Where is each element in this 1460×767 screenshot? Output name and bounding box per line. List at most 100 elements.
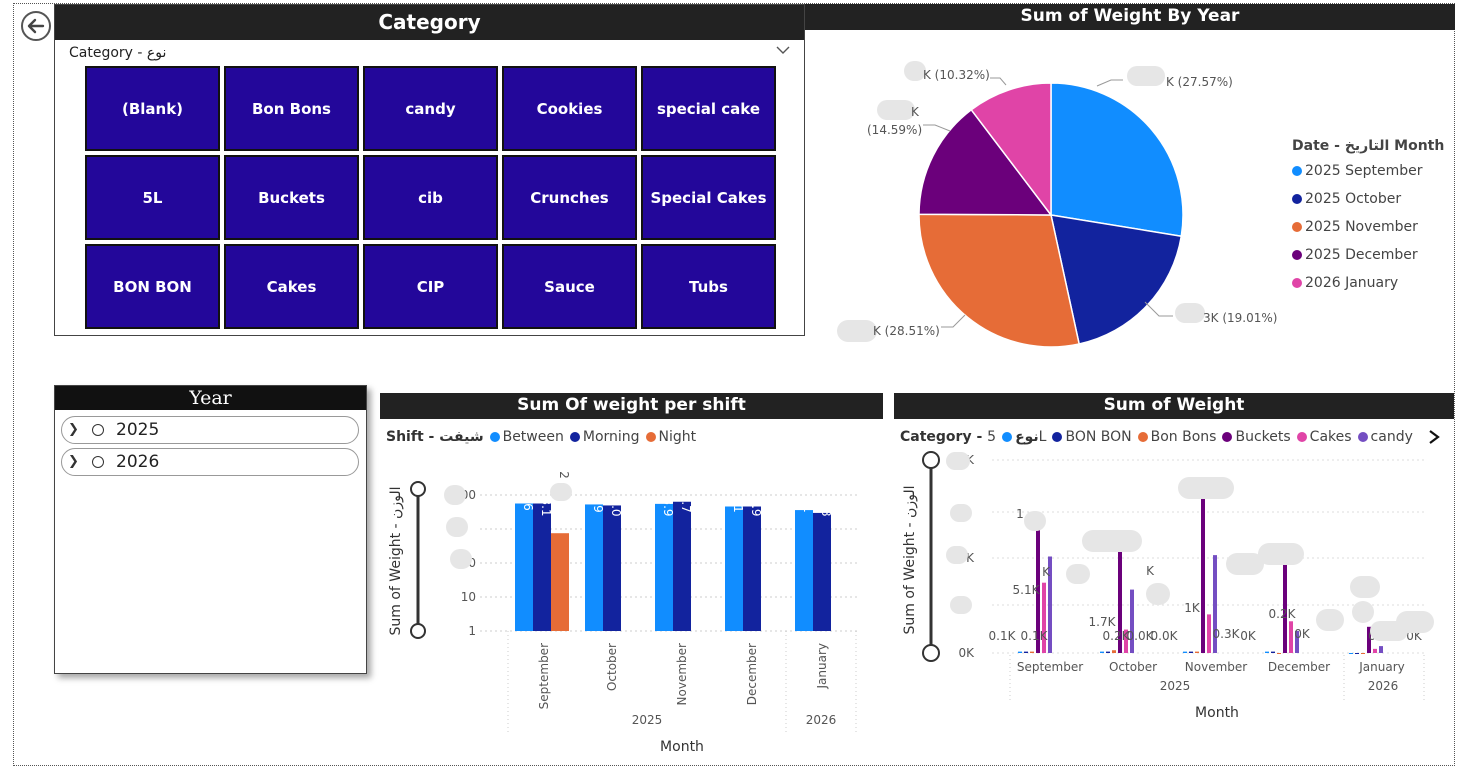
pie-slice[interactable] bbox=[918, 108, 1053, 216]
bar[interactable] bbox=[743, 506, 761, 631]
zoom-slider-handle[interactable] bbox=[922, 644, 940, 662]
category-tile[interactable]: Cookies bbox=[502, 66, 637, 151]
bar[interactable] bbox=[795, 510, 813, 631]
bar[interactable] bbox=[1118, 534, 1122, 653]
zoom-slider-handle[interactable] bbox=[410, 481, 426, 497]
chevron-down-icon[interactable] bbox=[776, 45, 790, 55]
bar[interactable] bbox=[1018, 651, 1022, 653]
legend-item[interactable]: 2026 January bbox=[1292, 269, 1444, 297]
category-tile[interactable]: Sauce bbox=[502, 244, 637, 329]
bar[interactable] bbox=[1195, 651, 1199, 653]
category-tile[interactable]: Special Cakes bbox=[641, 155, 776, 240]
bar[interactable] bbox=[1189, 651, 1193, 653]
expand-chevron-icon[interactable]: ❯ bbox=[68, 454, 79, 469]
bar[interactable] bbox=[1201, 482, 1205, 653]
redacted-label bbox=[444, 485, 466, 505]
bar[interactable] bbox=[1349, 653, 1353, 654]
bar[interactable] bbox=[1042, 582, 1046, 653]
bar[interactable] bbox=[1289, 621, 1293, 653]
bar[interactable] bbox=[1277, 653, 1281, 654]
bar[interactable] bbox=[1100, 651, 1104, 653]
bar[interactable] bbox=[1379, 646, 1383, 653]
pie-slice[interactable] bbox=[1050, 82, 1184, 238]
bar-label: 0K bbox=[1240, 629, 1257, 643]
pie-slice[interactable] bbox=[918, 213, 1081, 348]
bar[interactable] bbox=[725, 506, 743, 631]
redacted-label bbox=[1066, 564, 1090, 584]
bar[interactable] bbox=[1106, 651, 1110, 653]
bar[interactable] bbox=[1213, 555, 1217, 653]
bar[interactable] bbox=[1295, 630, 1299, 653]
pie-slice[interactable] bbox=[970, 82, 1052, 218]
y-tick-label: 10 bbox=[461, 590, 476, 604]
category-tile[interactable]: Cakes bbox=[224, 244, 359, 329]
category-tile[interactable]: 5L bbox=[85, 155, 220, 240]
bar[interactable] bbox=[1183, 651, 1187, 653]
category-tile[interactable]: CIP bbox=[363, 244, 498, 329]
bar[interactable] bbox=[1030, 651, 1034, 653]
bar[interactable] bbox=[585, 504, 603, 631]
x-tick-label: September bbox=[537, 643, 551, 709]
bar[interactable] bbox=[1024, 651, 1028, 653]
year-option-2025[interactable]: ❯ 2025 bbox=[61, 416, 359, 444]
bar[interactable] bbox=[533, 503, 551, 632]
legend-label: Between bbox=[502, 429, 564, 445]
category-tile[interactable]: special cake bbox=[641, 66, 776, 151]
category-tile[interactable]: cib bbox=[363, 155, 498, 240]
bar-label: 1 bbox=[1016, 507, 1024, 521]
bar[interactable] bbox=[1271, 651, 1275, 653]
legend-item[interactable]: Between bbox=[484, 429, 564, 445]
bar[interactable] bbox=[1124, 629, 1128, 653]
pie-chart-title: Sum of Weight By Year bbox=[805, 4, 1455, 30]
redacted-label bbox=[904, 61, 926, 81]
redacted-label bbox=[950, 504, 972, 522]
category-tile[interactable]: Crunches bbox=[502, 155, 637, 240]
legend-item[interactable]: BON BON bbox=[1046, 429, 1132, 445]
expand-chevron-icon[interactable]: ❯ bbox=[68, 422, 79, 437]
legend-item[interactable]: 2025 October bbox=[1292, 185, 1444, 213]
bar[interactable] bbox=[1361, 653, 1365, 654]
category-tile[interactable]: BON BON bbox=[85, 244, 220, 329]
bar[interactable] bbox=[1112, 650, 1116, 653]
legend-item[interactable]: 2025 November bbox=[1292, 213, 1444, 241]
bar[interactable] bbox=[1036, 517, 1040, 653]
bar[interactable] bbox=[813, 512, 831, 631]
bar[interactable] bbox=[551, 533, 569, 631]
radio-button[interactable] bbox=[92, 456, 104, 468]
legend-item[interactable]: Morning bbox=[564, 429, 640, 445]
bar[interactable] bbox=[1048, 556, 1052, 654]
legend-item[interactable]: 2025 December bbox=[1292, 241, 1444, 269]
zoom-slider-handle[interactable] bbox=[922, 451, 940, 469]
category-tile[interactable]: candy bbox=[363, 66, 498, 151]
bar[interactable] bbox=[1367, 626, 1371, 653]
category-tile[interactable]: Tubs bbox=[641, 244, 776, 329]
bar[interactable] bbox=[673, 501, 691, 631]
category-tile[interactable]: Bon Bons bbox=[224, 66, 359, 151]
pie-slice[interactable] bbox=[1050, 214, 1183, 345]
legend-item[interactable]: 2025 September bbox=[1292, 157, 1444, 185]
bar[interactable] bbox=[1283, 559, 1287, 653]
bar[interactable] bbox=[1373, 648, 1377, 653]
legend-item[interactable]: candy bbox=[1352, 429, 1413, 445]
legend-item[interactable]: Cakes bbox=[1291, 429, 1352, 445]
category-tile[interactable]: (Blank) bbox=[85, 66, 220, 151]
bar[interactable] bbox=[1130, 589, 1134, 653]
bar[interactable] bbox=[1265, 651, 1269, 653]
bar[interactable] bbox=[655, 503, 673, 631]
radio-button[interactable] bbox=[92, 424, 104, 436]
category-tile[interactable]: Buckets bbox=[224, 155, 359, 240]
x-group-label: 2025 bbox=[1160, 679, 1191, 693]
year-option-2026[interactable]: ❯ 2026 bbox=[61, 448, 359, 476]
bar[interactable] bbox=[603, 505, 621, 631]
bar[interactable] bbox=[1355, 653, 1359, 654]
legend-item[interactable]: Buckets bbox=[1216, 429, 1291, 445]
bar-label: .1 bbox=[801, 501, 815, 512]
bar[interactable] bbox=[1207, 614, 1211, 653]
legend-item[interactable]: Bon Bons bbox=[1132, 429, 1216, 445]
category-slicer-header[interactable]: Category - نوع bbox=[55, 40, 804, 66]
back-button[interactable] bbox=[21, 11, 51, 41]
zoom-slider-handle[interactable] bbox=[410, 623, 426, 639]
legend-next-icon[interactable] bbox=[1427, 429, 1441, 445]
legend-item[interactable]: Night bbox=[640, 429, 696, 445]
bar[interactable] bbox=[515, 503, 533, 632]
